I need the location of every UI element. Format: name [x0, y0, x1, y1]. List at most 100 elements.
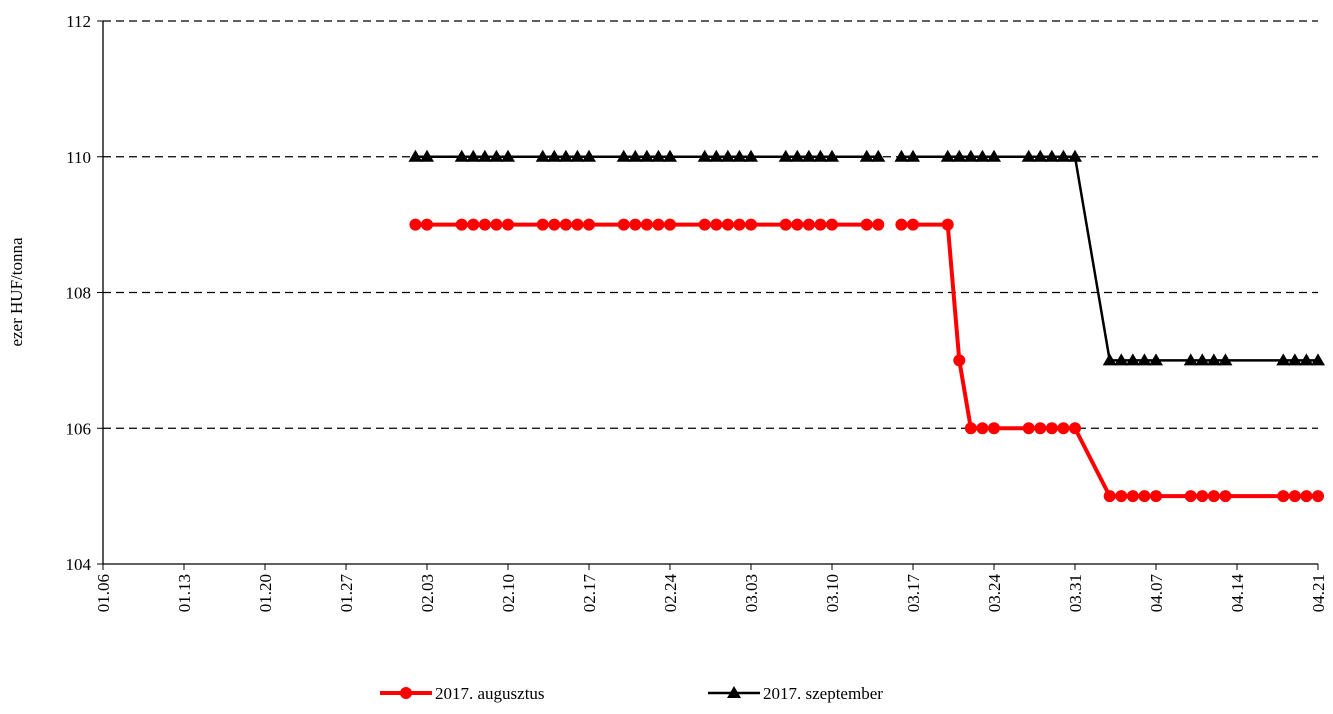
marker	[964, 422, 977, 435]
marker	[501, 149, 515, 162]
marker	[1300, 490, 1313, 503]
marker	[640, 218, 653, 231]
marker	[408, 149, 423, 162]
marker	[963, 149, 978, 162]
marker	[802, 218, 815, 231]
marker	[1183, 353, 1198, 366]
legend-marker	[400, 687, 412, 699]
marker	[1138, 490, 1151, 503]
marker	[1299, 353, 1314, 366]
marker	[710, 218, 723, 231]
marker	[976, 422, 989, 435]
y-tick-label: 106	[66, 419, 92, 438]
marker	[1057, 422, 1070, 435]
marker	[709, 149, 724, 162]
marker	[1069, 422, 1081, 435]
legend-label: 2017. augusztus	[435, 684, 545, 703]
x-tick-label: 01.20	[256, 574, 275, 612]
x-tick-label: 04.21	[1309, 574, 1328, 612]
marker	[570, 149, 585, 162]
marker	[536, 218, 549, 231]
marker	[721, 218, 734, 231]
y-tick-label: 108	[66, 284, 92, 303]
x-tick-label: 04.14	[1228, 574, 1247, 613]
marker	[826, 218, 838, 231]
marker	[490, 218, 503, 231]
marker	[1184, 490, 1197, 503]
x-tick-label: 02.17	[580, 574, 599, 613]
y-axis-label: ezer HUF/tonna	[7, 237, 26, 347]
marker	[535, 149, 550, 162]
marker	[987, 149, 1001, 162]
marker	[583, 218, 595, 231]
marker	[478, 218, 491, 231]
marker	[548, 218, 561, 231]
marker	[467, 218, 480, 231]
marker	[1218, 353, 1233, 366]
marker	[1311, 353, 1325, 366]
legend-label: 2017. szeptember	[763, 684, 883, 703]
marker	[698, 218, 711, 231]
marker	[907, 218, 919, 231]
line	[415, 155, 1318, 362]
marker	[859, 149, 874, 162]
x-tick-label: 02.24	[661, 574, 680, 613]
marker	[663, 149, 677, 162]
marker	[1196, 490, 1209, 503]
marker	[1195, 353, 1210, 366]
x-tick-label: 03.10	[823, 574, 842, 612]
x-tick-label: 03.24	[985, 574, 1004, 613]
y-tick-label: 110	[66, 148, 91, 167]
marker	[790, 149, 805, 162]
marker	[779, 218, 792, 231]
marker	[697, 149, 712, 162]
marker	[477, 149, 492, 162]
marker	[664, 218, 676, 231]
legend-marker	[727, 686, 741, 698]
marker	[1219, 490, 1232, 503]
marker	[1068, 149, 1082, 162]
marker	[778, 149, 793, 162]
marker	[744, 149, 758, 162]
x-tick-label: 03.17	[904, 574, 923, 613]
marker	[1276, 353, 1291, 366]
marker	[813, 149, 828, 162]
marker	[940, 149, 955, 162]
x-tick-label: 02.03	[418, 574, 437, 612]
marker	[454, 149, 469, 162]
marker	[616, 149, 631, 162]
marker	[1102, 353, 1117, 366]
marker	[894, 149, 909, 162]
marker	[791, 218, 804, 231]
y-tick-label: 112	[66, 12, 91, 31]
x-tick-label: 03.31	[1066, 574, 1085, 612]
marker	[825, 149, 839, 162]
marker	[1137, 353, 1152, 366]
marker	[582, 149, 596, 162]
marker	[801, 149, 816, 162]
marker	[1149, 353, 1163, 366]
marker	[895, 218, 908, 231]
marker	[1277, 490, 1290, 503]
marker	[1150, 490, 1162, 503]
x-tick-label: 01.06	[94, 574, 113, 612]
y-tick-label: 104	[66, 555, 92, 574]
marker	[814, 218, 827, 231]
x-tick-label: 01.27	[337, 574, 356, 613]
marker	[628, 149, 643, 162]
marker	[1207, 490, 1220, 503]
x-tick-label: 04.07	[1147, 574, 1166, 613]
marker	[860, 218, 873, 231]
marker	[720, 149, 735, 162]
marker	[651, 149, 666, 162]
marker	[1021, 149, 1036, 162]
marker	[559, 218, 572, 231]
marker	[1034, 422, 1047, 435]
marker	[952, 149, 967, 162]
marker	[1312, 490, 1324, 503]
marker	[420, 149, 434, 162]
series	[408, 149, 1325, 366]
marker	[871, 149, 886, 162]
marker	[502, 218, 514, 231]
marker	[1103, 490, 1116, 503]
